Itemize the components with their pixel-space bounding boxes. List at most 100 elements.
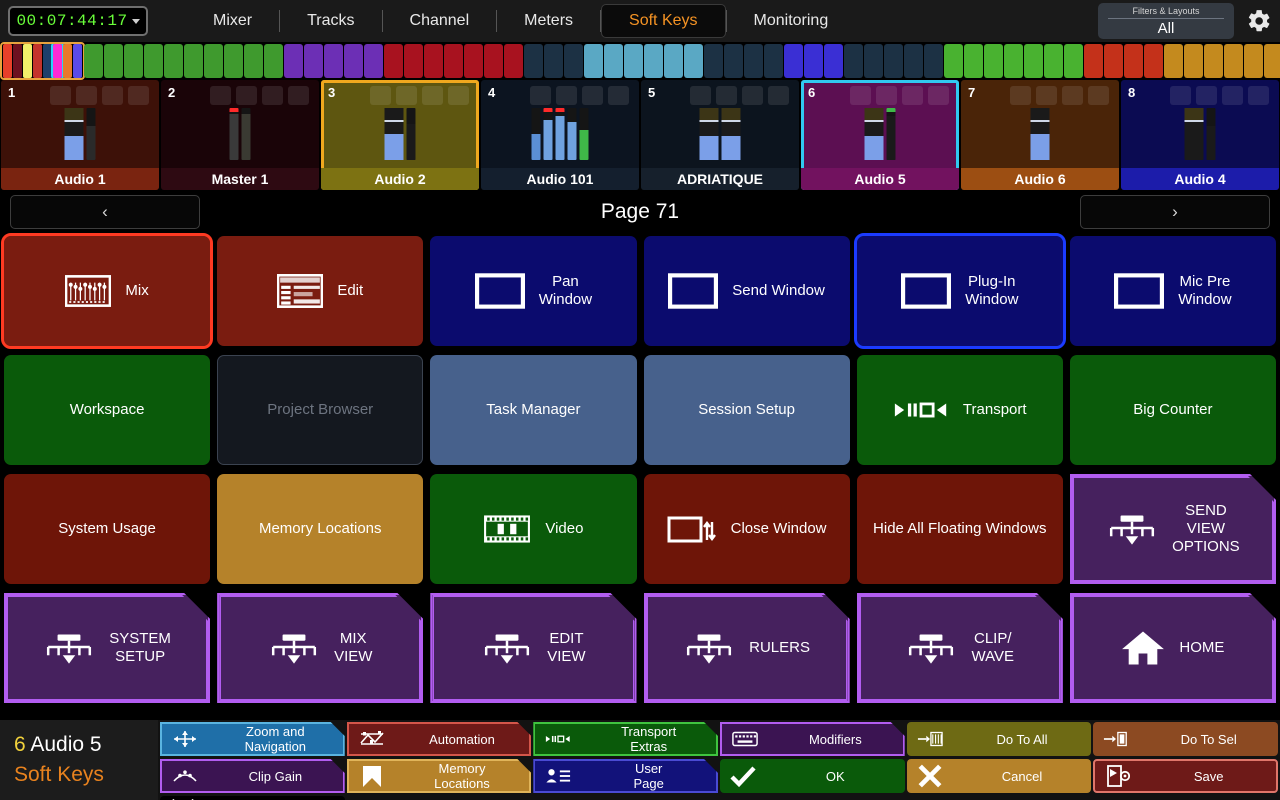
track-meter-group[interactable] — [64, 108, 96, 160]
color-swatch[interactable] — [63, 44, 72, 78]
color-swatch[interactable] — [864, 44, 883, 78]
color-swatch[interactable] — [51, 42, 64, 80]
color-swatch[interactable] — [244, 44, 263, 78]
color-swatch[interactable] — [224, 44, 243, 78]
color-swatch[interactable] — [1244, 44, 1263, 78]
color-swatch[interactable] — [1144, 44, 1163, 78]
bottom-key-user-page[interactable]: User Page — [533, 759, 718, 793]
bottom-key-transport-extras[interactable]: Transport Extras — [533, 722, 718, 756]
color-swatch[interactable] — [784, 44, 803, 78]
track-state-button[interactable] — [1010, 86, 1031, 105]
color-swatch[interactable] — [424, 44, 443, 78]
color-swatch[interactable] — [764, 44, 783, 78]
tab-monitoring[interactable]: Monitoring — [753, 12, 829, 29]
track-name[interactable]: ADRIATIQUE — [641, 168, 799, 190]
color-swatch[interactable] — [284, 44, 303, 78]
color-swatch[interactable] — [384, 44, 403, 78]
color-swatch[interactable] — [964, 44, 983, 78]
bottom-key-do-to-all[interactable]: Do To All — [906, 722, 1092, 756]
color-swatch[interactable] — [1124, 44, 1143, 78]
track-strip[interactable]: 6 Audio 5 — [801, 80, 959, 190]
color-swatch[interactable] — [564, 44, 583, 78]
soft-key-send-window[interactable]: Send Window — [643, 236, 850, 346]
color-swatch[interactable] — [824, 44, 843, 78]
tab-soft-keys[interactable]: Soft Keys — [601, 4, 726, 38]
timecode-display[interactable]: 00:07:44:17 — [8, 6, 148, 36]
gear-icon[interactable] — [1246, 8, 1272, 34]
color-swatch[interactable] — [1024, 44, 1043, 78]
soft-key-workspace[interactable]: Workspace — [4, 355, 211, 465]
track-state-button[interactable] — [76, 86, 97, 105]
color-swatch[interactable] — [984, 44, 1003, 78]
color-swatch[interactable] — [1204, 44, 1223, 78]
color-swatch[interactable] — [884, 44, 903, 78]
filters-and-layouts-selector[interactable]: Filters & Layouts All — [1098, 3, 1234, 39]
track-state-button[interactable] — [448, 86, 469, 105]
bottom-key-expand[interactable] — [160, 796, 345, 800]
tab-meters[interactable]: Meters — [524, 12, 574, 29]
color-swatch[interactable] — [1004, 44, 1023, 78]
track-state-button[interactable] — [1088, 86, 1109, 105]
track-state-button[interactable] — [1036, 86, 1057, 105]
color-swatch[interactable] — [23, 44, 32, 78]
color-swatch[interactable] — [304, 44, 323, 78]
track-strip[interactable]: 4 Audio 101 — [481, 80, 639, 190]
track-state-button[interactable] — [530, 86, 551, 105]
tab-tracks[interactable]: Tracks — [307, 12, 355, 29]
track-state-button[interactable] — [1196, 86, 1217, 105]
soft-key-hide-all-floating-windows[interactable]: Hide All Floating Windows — [856, 474, 1063, 584]
color-swatch[interactable] — [344, 44, 363, 78]
color-swatch[interactable] — [1224, 44, 1243, 78]
color-swatch[interactable] — [264, 44, 283, 78]
timecode-dropdown-caret-icon[interactable] — [131, 18, 140, 24]
track-name[interactable]: Master 1 — [161, 168, 319, 190]
color-swatch[interactable] — [1264, 44, 1280, 78]
track-strip[interactable]: 8 Audio 4 — [1121, 80, 1279, 190]
color-swatch[interactable] — [464, 44, 483, 78]
track-state-button[interactable] — [690, 86, 711, 105]
track-state-button[interactable] — [422, 86, 443, 105]
color-swatch[interactable] — [204, 44, 223, 78]
track-strip[interactable]: 2 Master 1 — [161, 80, 319, 190]
color-swatch[interactable] — [664, 44, 683, 78]
track-state-button[interactable] — [210, 86, 231, 105]
soft-key-memory-locations[interactable]: Memory Locations — [217, 474, 424, 584]
soft-key-rulers[interactable]: RULERS — [644, 593, 850, 703]
track-state-button[interactable] — [742, 86, 763, 105]
next-page-button[interactable]: › — [1080, 195, 1270, 229]
soft-key-send-view-options[interactable]: SEND VIEW OPTIONS — [1070, 474, 1276, 584]
bottom-key-do-to-sel[interactable]: Do To Sel — [1093, 722, 1278, 756]
track-meter-group[interactable] — [699, 108, 741, 160]
soft-key-plug-in-window[interactable]: Plug-In Window — [853, 233, 1066, 349]
track-meter-group[interactable] — [1030, 108, 1050, 160]
track-fader[interactable] — [1030, 108, 1050, 160]
color-swatch[interactable] — [33, 44, 42, 78]
track-state-button[interactable] — [396, 86, 417, 105]
track-fader[interactable] — [384, 108, 404, 160]
track-state-button[interactable] — [850, 86, 871, 105]
color-swatch[interactable] — [73, 44, 82, 78]
bottom-key-ok[interactable]: OK — [720, 759, 905, 793]
color-swatch[interactable] — [524, 44, 543, 78]
soft-key-task-manager[interactable]: Task Manager — [430, 355, 637, 465]
color-swatch[interactable] — [124, 44, 143, 78]
track-fader[interactable] — [721, 108, 741, 160]
prev-page-button[interactable]: ‹ — [10, 195, 200, 229]
track-state-button[interactable] — [902, 86, 923, 105]
track-state-button[interactable] — [582, 86, 603, 105]
track-state-button[interactable] — [1222, 86, 1243, 105]
color-swatch[interactable] — [3, 44, 12, 78]
track-state-button[interactable] — [876, 86, 897, 105]
soft-key-video[interactable]: Video — [430, 474, 637, 584]
bottom-key-cancel[interactable]: Cancel — [906, 759, 1092, 793]
color-swatch[interactable] — [144, 44, 163, 78]
color-swatch[interactable] — [1064, 44, 1083, 78]
color-swatch[interactable] — [84, 44, 103, 78]
track-name[interactable]: Audio 1 — [1, 168, 159, 190]
soft-key-transport[interactable]: Transport — [856, 355, 1063, 465]
soft-key-home[interactable]: HOME — [1070, 593, 1276, 703]
track-fader[interactable] — [64, 108, 84, 160]
color-swatch[interactable] — [624, 44, 643, 78]
color-swatch[interactable] — [724, 44, 743, 78]
track-state-button[interactable] — [1170, 86, 1191, 105]
